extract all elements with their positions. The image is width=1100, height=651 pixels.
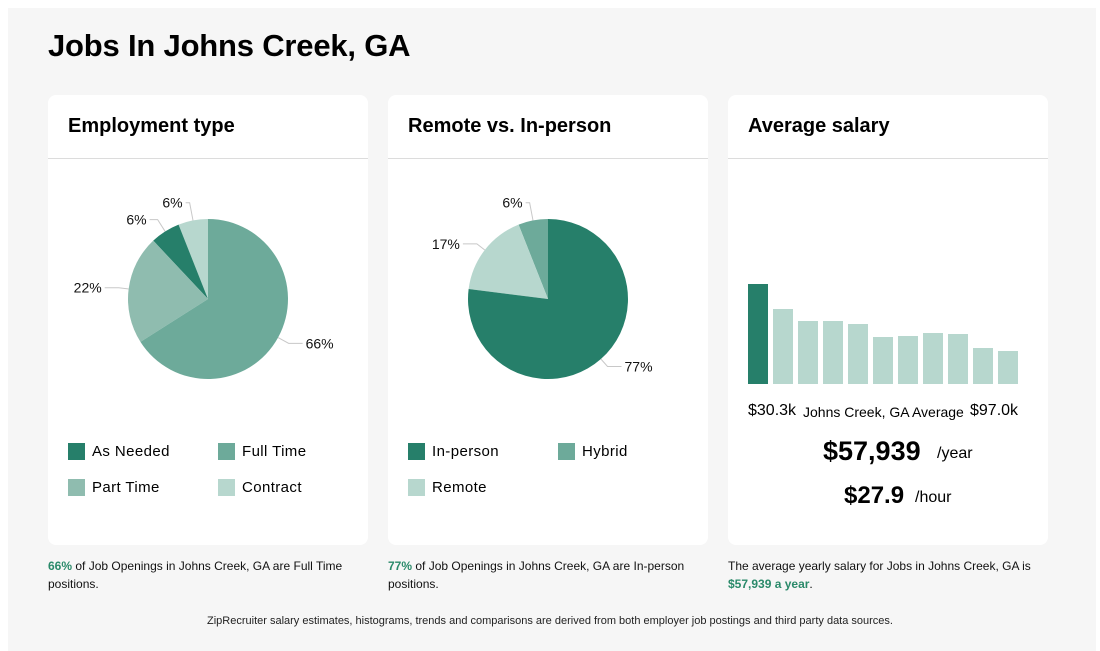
remote-vs-in-person-card: Remote vs. In-person 6% 17% 77% In-person H… [388,95,708,545]
legend-swatch [218,442,235,460]
salary-caption: The average yearly salary for Jobs in Jo… [728,557,1048,593]
legend-swatch [408,442,425,460]
pie-slice-contract [178,219,208,299]
legend-swatch [218,478,235,496]
pie-label-remote: 17% [432,236,460,252]
card-divider [48,158,368,159]
salary-bar [948,334,968,384]
salary-hourly-value: $27.9 [844,482,905,509]
salary-bar [973,348,993,384]
pie-leader-hybrid [525,202,534,221]
salary-bar [748,284,768,384]
pie-label-part-time: 22% [74,280,102,296]
pie-leader-contract [185,202,194,221]
remote-vs-in-person-title: Remote vs. In-person [408,115,612,137]
legend-label: Contract [242,478,302,496]
remote-caption-text: of Job Openings in Johns Creek, GA are I… [388,559,685,591]
legend-item-part-time: Part Time [68,477,160,497]
salary-hourly-unit: /hour [915,489,952,506]
legend-swatch [68,442,85,460]
footer-note: ZipRecruiter salary estimates, histogram… [207,615,893,627]
remote-caption: 77% of Job Openings in Johns Creek, GA a… [388,557,708,593]
employment-caption-text: of Job Openings in Johns Creek, GA are F… [48,559,343,591]
salary-caption-highlight: $57,939 a year [728,577,810,591]
legend-label: As Needed [92,442,170,460]
salary-bar [898,336,918,384]
page-title: Jobs In Johns Creek, GA [48,28,411,63]
employment-type-pie-chart: 6% 6% 22% 66% [74,195,334,379]
legend-label: Remote [432,478,487,496]
salary-bar [998,351,1018,384]
pie-leader-in-person [600,358,622,368]
card-divider [388,158,708,159]
legend-label: Part Time [92,478,160,496]
pie-leader-remote [462,243,486,251]
legend-item-remote: Remote [408,477,487,497]
legend-item-hybrid: Hybrid [558,441,628,461]
pie-leader-full-time [277,337,303,344]
remote-vs-in-person-pie-chart: 6% 17% 77% [432,195,653,379]
legend-item-in-person: In-person [408,441,499,461]
average-salary-card: Average salary $30.3k Johns Creek, GA Av… [728,95,1048,545]
pie-label-hybrid: 6% [502,195,522,211]
legend-swatch [558,442,575,460]
card-divider [728,158,1048,159]
pie-leader-part-time [104,287,129,290]
salary-bar [848,324,868,384]
salary-bar [923,333,943,384]
pie-label-as-needed: 6% [126,212,146,228]
pie-label-contract: 6% [162,195,182,211]
salary-caption-text: The average yearly salary for Jobs in Jo… [728,559,1031,573]
legend-item-contract: Contract [218,477,302,497]
legend-item-as-needed: As Needed [68,441,170,461]
salary-bar [798,321,818,384]
salary-bar [873,337,893,384]
salary-yearly-unit: /year [937,445,973,462]
average-salary-title: Average salary [748,115,890,137]
legend-swatch [68,478,85,496]
pie-leader-as-needed [149,219,166,232]
salary-histogram [748,284,1018,384]
salary-min-label: $30.3k [748,402,797,419]
remote-caption-highlight: 77% [388,559,413,573]
salary-max-label: $97.0k [970,402,1019,419]
legend-swatch [408,478,425,496]
salary-caption-end: . [809,577,813,591]
pie-slice-part-time [128,240,208,342]
employment-type-title: Employment type [68,115,235,137]
salary-average-label: Johns Creek, GA Average [803,404,964,420]
salary-bar [773,309,793,384]
legend-label: In-person [432,442,499,460]
salary-bar [823,321,843,384]
employment-type-card: Employment type 6% 6% 22% 66% As Needed Full… [48,95,368,545]
pie-label-full-time: 66% [306,335,334,351]
pie-slice-as-needed [153,224,208,299]
legend-item-full-time: Full Time [218,441,306,461]
pie-slice-in-person [468,219,628,379]
legend-label: Hybrid [582,442,628,460]
pie-slice-full-time [140,219,288,379]
employment-caption-highlight: 66% [48,559,73,573]
pie-label-in-person: 77% [625,359,653,375]
legend-label: Full Time [242,442,307,460]
salary-yearly-value: $57,939 [823,436,921,466]
pie-slice-hybrid [518,219,548,299]
pie-slice-remote [468,224,548,299]
employment-type-caption: 66% of Job Openings in Johns Creek, GA a… [48,557,368,593]
